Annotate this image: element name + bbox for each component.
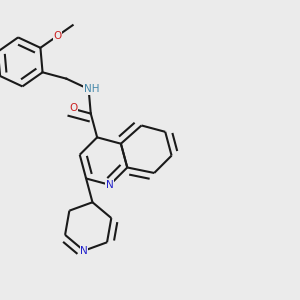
Text: N: N (106, 180, 114, 190)
Text: O: O (53, 31, 62, 41)
Text: N: N (80, 246, 88, 256)
Text: NH: NH (84, 84, 99, 94)
Text: O: O (69, 103, 78, 113)
